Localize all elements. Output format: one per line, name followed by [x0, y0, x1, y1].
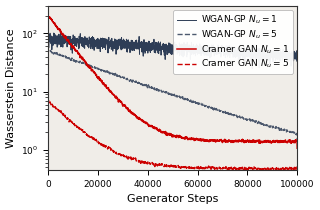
- Cramer GAN $N_u = 1$: [46, 32, 50, 34]
- WGAN-GP $N_u = 5$: [48, 49, 52, 52]
- WGAN-GP $N_u = 5$: [288, 131, 292, 133]
- Line: Cramer GAN $N_u = 1$: Cramer GAN $N_u = 1$: [48, 16, 297, 148]
- Cramer GAN $N_u = 1$: [288, 139, 292, 142]
- Cramer GAN $N_u = 1$: [46, 15, 50, 17]
- WGAN-GP $N_u = 1$: [288, 54, 292, 56]
- WGAN-GP $N_u = 1$: [52, 32, 56, 34]
- Cramer GAN $N_u = 5$: [46, 118, 50, 121]
- WGAN-GP $N_u = 1$: [295, 55, 299, 57]
- Legend: WGAN-GP $N_u = 1$, WGAN-GP $N_u = 5$, Cramer GAN $N_u = 1$, Cramer GAN $N_u = 5$: WGAN-GP $N_u = 1$, WGAN-GP $N_u = 5$, Cr…: [173, 10, 293, 74]
- Cramer GAN $N_u = 1$: [59, 30, 63, 32]
- Cramer GAN $N_u = 1$: [161, 131, 164, 133]
- Cramer GAN $N_u = 1$: [288, 139, 292, 141]
- Cramer GAN $N_u = 5$: [59, 109, 63, 112]
- Cramer GAN $N_u = 5$: [243, 168, 246, 170]
- WGAN-GP $N_u = 1$: [250, 67, 254, 70]
- WGAN-GP $N_u = 5$: [59, 54, 63, 56]
- WGAN-GP $N_u = 1$: [243, 56, 246, 59]
- WGAN-GP $N_u = 5$: [295, 139, 299, 142]
- Cramer GAN $N_u = 5$: [161, 164, 164, 166]
- WGAN-GP $N_u = 1$: [46, 41, 50, 44]
- WGAN-GP $N_u = 5$: [243, 118, 246, 121]
- Line: WGAN-GP $N_u = 5$: WGAN-GP $N_u = 5$: [48, 50, 297, 141]
- Cramer GAN $N_u = 5$: [47, 99, 51, 102]
- WGAN-GP $N_u = 1$: [59, 32, 63, 34]
- Cramer GAN $N_u = 1$: [295, 147, 299, 150]
- WGAN-GP $N_u = 5$: [167, 92, 171, 95]
- WGAN-GP $N_u = 1$: [167, 50, 171, 52]
- WGAN-GP $N_u = 5$: [288, 131, 292, 133]
- WGAN-GP $N_u = 5$: [161, 91, 164, 93]
- Cramer GAN $N_u = 5$: [167, 165, 171, 167]
- Y-axis label: Wasserstein Distance: Wasserstein Distance: [5, 28, 16, 148]
- Cramer GAN $N_u = 5$: [288, 168, 292, 170]
- X-axis label: Generator Steps: Generator Steps: [127, 194, 218, 205]
- Cramer GAN $N_u = 1$: [243, 141, 246, 143]
- Cramer GAN $N_u = 5$: [288, 167, 292, 170]
- Line: Cramer GAN $N_u = 5$: Cramer GAN $N_u = 5$: [48, 101, 297, 176]
- Cramer GAN $N_u = 5$: [295, 175, 299, 177]
- WGAN-GP $N_u = 1$: [161, 45, 164, 47]
- Line: WGAN-GP $N_u = 1$: WGAN-GP $N_u = 1$: [48, 33, 297, 68]
- Cramer GAN $N_u = 1$: [167, 134, 171, 136]
- WGAN-GP $N_u = 1$: [288, 54, 292, 56]
- WGAN-GP $N_u = 5$: [46, 69, 50, 71]
